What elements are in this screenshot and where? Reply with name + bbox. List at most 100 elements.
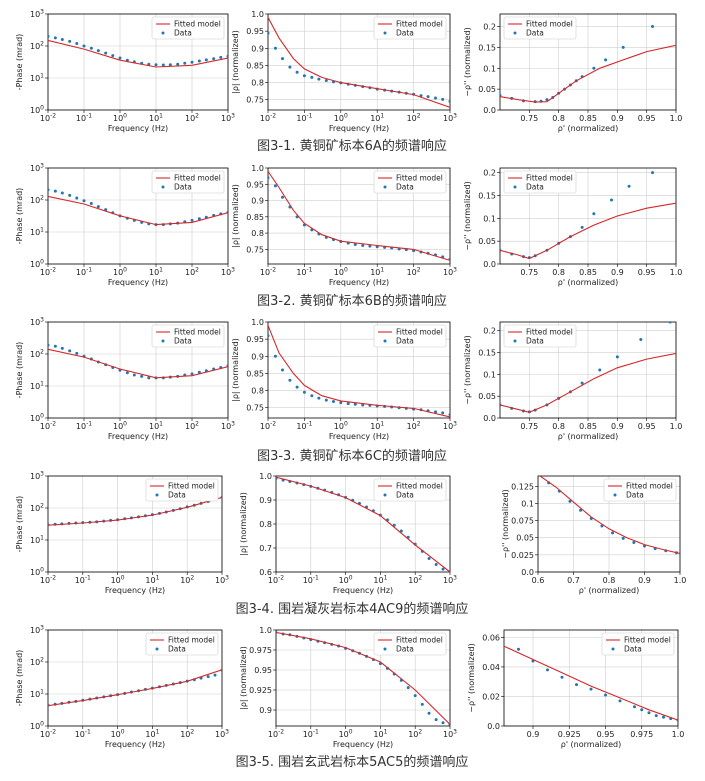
y-tick-label: 0.0	[483, 414, 496, 423]
y-tick-label: 103	[30, 9, 44, 20]
axes-frame	[267, 321, 451, 419]
x-axis-label: Frequency (Hz)	[105, 740, 165, 749]
panel-3-phase: 10-2 10-1 100 101 102 103 100 101 102 103 Frequenc…	[15, 471, 229, 596]
data-point	[399, 529, 403, 533]
y-tick-label: 101	[30, 73, 44, 84]
x-tick-label: 102	[408, 729, 422, 740]
y-tick-label: 0.75	[246, 404, 264, 413]
y-tick-label: 0.95	[246, 180, 264, 189]
x-tick-label: 0.75	[520, 114, 538, 123]
data-point	[647, 711, 651, 715]
data-point	[89, 46, 93, 50]
x-tick-label: 103	[221, 421, 235, 432]
panel-0-argand: 0.75 0.8 0.85 0.9 0.95 1.0 0.0 0.05 0.1 0.15 0.2 ρ'…	[463, 13, 682, 133]
plot-marks	[48, 668, 222, 707]
y-tick-label: 0.05	[478, 85, 496, 94]
y-tick-label: 0.075	[511, 517, 534, 526]
chart-panels: 10-2 10-1 100 101 102 103 100 101 102 103 Frequenc…	[15, 9, 686, 750]
data-point	[331, 400, 335, 404]
plot-marks	[500, 322, 676, 414]
data-point	[627, 184, 631, 188]
x-tick-label: 102	[407, 113, 421, 124]
legend-data-label: Data	[174, 29, 192, 38]
y-tick-label: 0.0	[483, 106, 496, 115]
legend-data-swatch	[383, 647, 387, 651]
legend-model-label: Fitted model	[396, 20, 443, 29]
data-point	[317, 77, 321, 81]
data-point	[568, 499, 572, 503]
legend-model-label: Fitted model	[174, 174, 221, 183]
legend-model-label: Fitted model	[396, 174, 443, 183]
x-tick-label: 100	[113, 113, 127, 124]
x-tick-label: 103	[443, 421, 457, 432]
data-point	[273, 184, 277, 188]
legend-data-swatch	[513, 339, 517, 343]
data-point	[53, 36, 57, 40]
x-tick-label: 101	[370, 421, 384, 432]
legend-data-swatch	[383, 493, 387, 497]
x-tick-label: 103	[221, 267, 235, 278]
legend-model-label: Fitted model	[168, 636, 215, 645]
data-point	[545, 98, 549, 102]
data-point	[609, 198, 613, 202]
legend-data-swatch	[161, 339, 165, 343]
y-tick-label: 100	[30, 259, 44, 270]
x-tick-label: 102	[185, 267, 199, 278]
x-tick-label: 0.95	[638, 422, 656, 431]
data-point	[353, 402, 357, 406]
x-axis-label: Frequency (Hz)	[108, 278, 168, 287]
data-point	[604, 58, 608, 62]
x-axis-label: ρ' (normalized)	[558, 124, 619, 133]
data-point	[413, 694, 417, 698]
x-tick-label: 103	[443, 575, 457, 586]
data-point	[546, 668, 549, 672]
legend-model-label: Fitted model	[396, 482, 443, 491]
legend-model-label: Fitted model	[626, 482, 673, 491]
x-tick-label: 10-2	[40, 575, 56, 586]
y-tick-label: 0.0	[483, 260, 496, 269]
x-axis-label: ρ' (normalized)	[579, 586, 640, 595]
fitted-model-line	[268, 17, 450, 108]
data-point	[68, 39, 72, 43]
y-tick-label: 0.95	[246, 335, 264, 344]
data-point	[295, 70, 299, 74]
x-tick-label: 100	[334, 267, 348, 278]
y-tick-label: 0.6	[259, 568, 272, 577]
x-tick-label: 103	[215, 729, 229, 740]
x-tick-label: 10-2	[268, 729, 284, 740]
data-point	[517, 647, 520, 651]
data-point	[339, 401, 343, 405]
data-point	[324, 79, 328, 83]
y-tick-label: 101	[30, 689, 44, 700]
data-point	[104, 51, 108, 55]
y-tick-label: 0.95	[246, 27, 264, 36]
x-tick-label: 0.9	[638, 576, 651, 585]
data-point	[147, 376, 151, 380]
data-point	[434, 410, 438, 414]
y-tick-label: 0.2	[483, 169, 496, 178]
data-point	[96, 49, 100, 53]
data-point	[361, 243, 365, 247]
data-point	[213, 673, 217, 677]
data-point	[592, 212, 596, 216]
legend-data-swatch	[383, 339, 387, 343]
legend-data-swatch	[611, 647, 615, 651]
legend-data-label: Data	[396, 491, 414, 500]
data-point	[441, 567, 445, 571]
y-tick-label: 102	[30, 349, 44, 360]
x-tick-label: 0.85	[579, 268, 597, 277]
y-tick-label: 0.85	[246, 213, 264, 222]
legend-data-label: Data	[396, 645, 414, 654]
legend-box	[373, 16, 447, 40]
y-tick-label: 0.2	[483, 23, 496, 32]
x-axis-label: Frequency (Hz)	[333, 740, 393, 749]
data-point	[206, 675, 210, 679]
x-tick-label: 1.0	[672, 730, 685, 739]
y-tick-label: 0.0	[521, 568, 534, 577]
fitted-model-line	[48, 669, 222, 707]
x-tick-label: 101	[370, 113, 384, 124]
y-tick-label: 0.15	[478, 191, 496, 200]
y-tick-label: 0.1	[483, 64, 496, 73]
